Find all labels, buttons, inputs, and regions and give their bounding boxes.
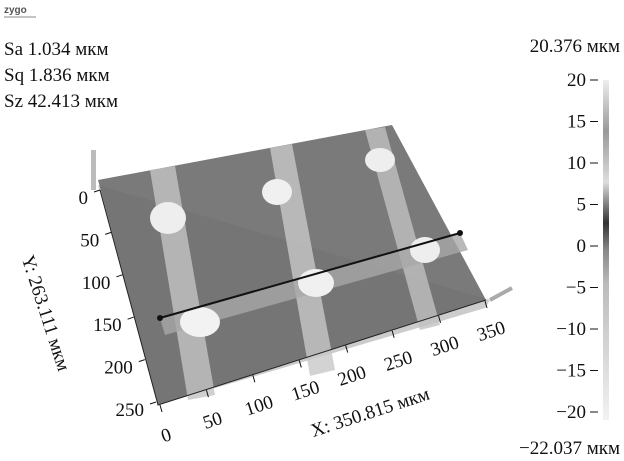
logo: zygo	[4, 5, 27, 16]
x-tick-label: 50	[200, 408, 225, 434]
y-tick	[150, 402, 156, 404]
y-tick-label: 0	[79, 188, 89, 209]
y-tick-label: 50	[80, 230, 99, 251]
colorbar-tick-label: 10	[567, 153, 586, 174]
surface	[91, 125, 512, 405]
screenshot: zygo Sa 1.034 мкм Sq 1.836 мкм Sz 42.413…	[0, 0, 624, 461]
x-tick-label: 200	[335, 362, 369, 391]
y-tick	[139, 360, 145, 362]
x-axis-label: X: 350.815 мкм	[308, 384, 432, 442]
colorbar-tick-label: 5	[577, 195, 587, 216]
y-tick	[128, 317, 134, 319]
colorbar-max: 20.376 мкм	[530, 36, 620, 57]
stat: Sz 42.413 мкм	[4, 91, 118, 112]
x-tick-label: 100	[242, 392, 276, 421]
y-axis-label: Y: 263.111 мкм	[17, 253, 74, 374]
y-tick-label: 150	[93, 315, 122, 336]
colorbar-tick-label: 0	[577, 236, 587, 257]
x-tick-label: 350	[475, 317, 509, 346]
x-tick	[160, 405, 162, 412]
colorbar-tick-label: −5	[566, 278, 586, 299]
y-tick-label: 200	[104, 358, 133, 379]
y-tick-label: 250	[116, 400, 145, 421]
x-tick-label: 0	[159, 424, 175, 447]
stat: Sa 1.034 мкм	[4, 39, 109, 60]
stat: Sq 1.836 мкм	[4, 65, 110, 86]
colorbar-min: −22.037 мкм	[519, 438, 620, 459]
x-tick-label: 250	[382, 347, 416, 376]
colorbar-tick-label: 15	[567, 112, 586, 133]
x-tick-label: 150	[289, 377, 323, 406]
y-tick	[105, 232, 111, 234]
y-tick	[116, 275, 122, 277]
colorbar-tick-label: −10	[556, 319, 586, 340]
y-tick-label: 100	[82, 273, 111, 294]
colorbar-tick-label: −15	[556, 361, 586, 382]
y-tick	[94, 190, 100, 192]
colorbar-tick-label: 20	[567, 70, 586, 91]
colorbar-tick-label: −20	[556, 402, 586, 423]
x-tick-label: 300	[428, 332, 462, 361]
colorbar	[603, 80, 609, 420]
